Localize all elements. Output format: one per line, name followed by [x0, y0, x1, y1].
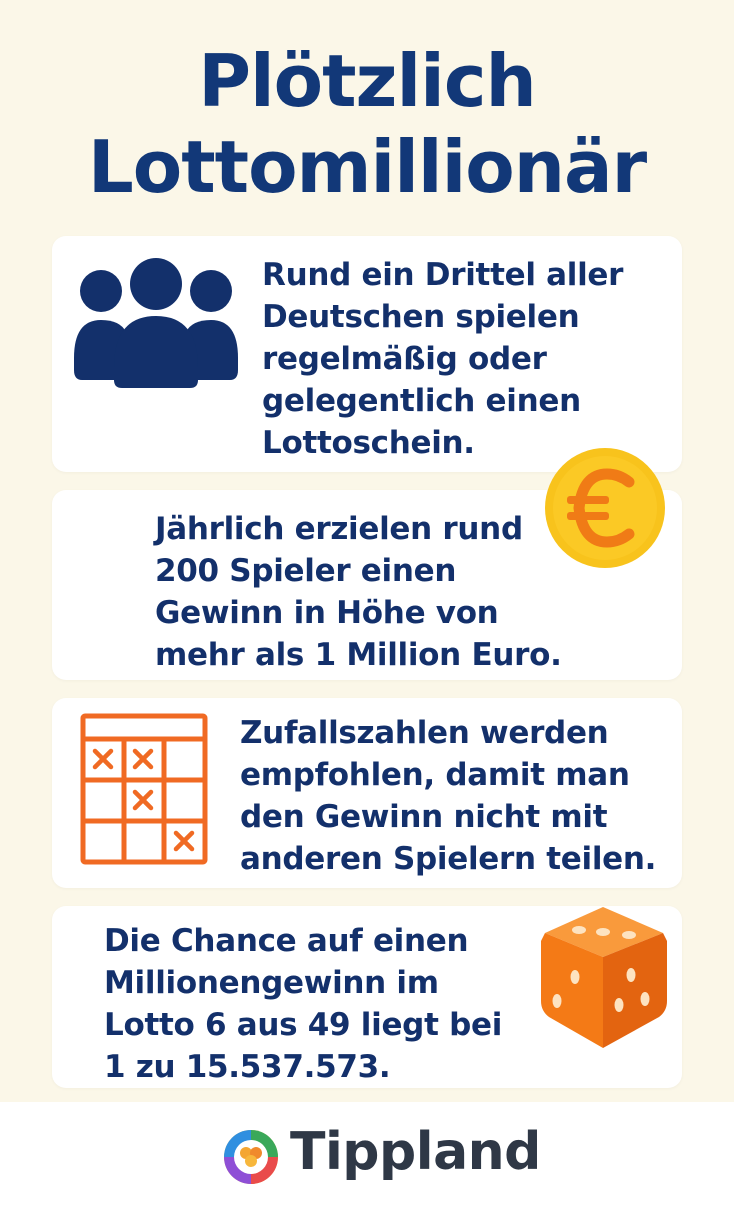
people-icon [74, 258, 238, 388]
fact-text: Zufallszahlen werden empfohlen, damit ma… [240, 715, 657, 877]
brand-name: Tippland [290, 1122, 541, 1182]
dice-icon [541, 907, 667, 1048]
euro-coin-icon [545, 448, 665, 568]
clover-logo-icon [224, 1130, 278, 1184]
fact-text: Jährlich erzielen rund 200 Spieler einen… [155, 511, 562, 673]
fact-card-random-numbers: Zufallszahlen werden empfohlen, damit ma… [52, 698, 682, 888]
title-line-2: Lottomillionär [87, 125, 647, 209]
footer: Tippland [0, 1102, 734, 1209]
fact-text: Die Chance auf einen Millionengewinn im … [104, 923, 503, 1085]
fact-card-odds: Die Chance auf einen Millionengewinn im … [52, 906, 682, 1088]
fact-text: Rund ein Drittel aller Deutschen spielen… [262, 257, 624, 461]
fact-card-players: Rund ein Drittel aller Deutschen spielen… [52, 236, 682, 472]
lotto-ticket-icon [80, 713, 208, 865]
page-title: Plötzlich Lottomillionär [0, 38, 734, 210]
title-line-1: Plötzlich [198, 39, 537, 123]
